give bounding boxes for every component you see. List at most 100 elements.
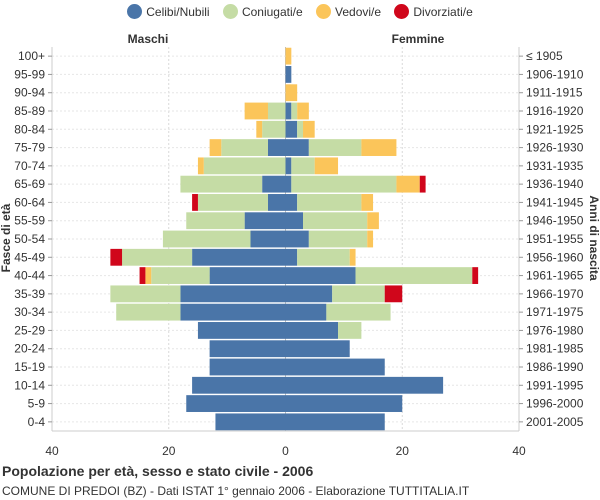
female-bar-coniugati [297,248,350,266]
female-bar-celibi [285,267,356,284]
female-bar-vedovi [349,248,356,266]
age-class-label: 90-94 [14,86,45,100]
female-bar-celibi [285,248,298,266]
legend-label-celibi: Celibi/Nubili [146,4,210,19]
male-bar-vedovi [244,102,268,120]
female-bar-celibi [285,285,333,303]
male-bar-coniugati [267,102,286,120]
female-bar-celibi [285,340,350,358]
right-header: Femmine [392,32,445,46]
birth-years-label: 1906-1910 [526,67,584,81]
female-bar-coniugati [355,267,473,284]
male-bar-coniugati [197,194,268,211]
legend-swatch-vedovi [316,4,331,19]
female-bar-coniugati [291,175,397,193]
birth-years-label: 1926-1930 [526,141,584,155]
legend-swatch-divorziati [394,4,410,19]
male-bar-coniugati [186,212,245,230]
age-class-label: 30-34 [14,305,45,319]
birth-years-label: 1931-1935 [526,159,584,173]
age-class-label: 20-24 [14,342,45,356]
legend-item-divorziati[interactable]: Divorziati/e [394,4,473,19]
female-bar-celibi [285,413,385,431]
age-class-label: 80-84 [14,122,45,136]
birth-years-label: 1961-1965 [526,269,584,283]
x-tick-label: 20 [396,444,410,458]
left-header: Maschi [128,32,169,46]
female-bar-celibi [285,230,309,248]
female-bar-coniugati [297,120,304,138]
male-bar-celibi [192,376,286,394]
male-bar-coniugati [110,285,181,303]
axes: 40 20 0 20 40 100+ ≤ 1905 95-99 1906-1910 90-94 19… [14,47,584,458]
female-bar-celibi [285,212,304,230]
legend-label-vedovi: Vedovi/e [335,4,382,19]
female-bar-divorziati [472,267,479,284]
male-bar-celibi [186,395,286,412]
male-bar-vedovi [209,139,222,156]
male-bar-coniugati [262,120,286,138]
birth-years-label: 1916-1920 [526,104,584,118]
male-bar-celibi [250,230,286,248]
female-bar-vedovi [285,47,292,65]
age-class-label: 25-29 [14,323,45,337]
female-bar-celibi [285,303,327,321]
legend-swatch-celibi [127,4,143,19]
male-bar-celibi [209,340,286,358]
age-class-label: 70-74 [14,159,45,173]
female-bar-vedovi [361,139,397,156]
male-bar-vedovi [256,120,263,138]
age-class-label: 50-54 [14,232,45,246]
male-bar-celibi [192,248,286,266]
female-bar-celibi [285,66,292,83]
female-bar-celibi [285,120,298,138]
chart-subtitle: COMUNE DI PREDOI (BZ) - Dati ISTAT 1° ge… [2,484,470,498]
female-bar-divorziati [384,285,403,303]
male-bar-coniugati [203,157,286,175]
birth-years-label: 1996-2000 [526,397,584,411]
male-bar-celibi [209,267,286,284]
male-bar-celibi [180,285,286,303]
legend-item-vedovi[interactable]: Vedovi/e [316,4,381,19]
age-class-label: 0-4 [28,415,46,429]
birth-years-label: 1946-1950 [526,214,584,228]
male-bar-divorziati [110,248,123,266]
age-class-label: 40-44 [14,269,45,283]
birth-years-label: 1991-1995 [526,378,584,392]
male-bar-vedovi [197,157,204,175]
birth-years-label: 1956-1960 [526,250,584,264]
male-bar-celibi [209,358,286,376]
male-bar-coniugati [221,139,268,156]
female-bar-coniugati [303,212,368,230]
birth-years-label: 1981-1985 [526,342,584,356]
birth-years-label: 1976-1980 [526,323,584,337]
male-bar-coniugati [151,267,210,284]
birth-years-label: 2001-2005 [526,415,584,429]
female-bar-vedovi [285,84,298,102]
female-bar-vedovi [297,102,309,120]
birth-years-label: 1911-1915 [526,86,583,100]
x-tick-label: 20 [162,444,176,458]
birth-years-label: ≤ 1905 [526,49,563,63]
birth-years-label: 1966-1970 [526,287,584,301]
legend: Celibi/Nubili Coniugati/e Vedovi/e Divor… [0,4,600,22]
x-tick-label: 40 [45,444,59,458]
legend-item-celibi[interactable]: Celibi/Nubili [127,4,210,19]
female-bar-coniugati [338,322,362,339]
chart-title: Popolazione per età, sesso e stato civil… [2,463,314,479]
female-bar-coniugati [308,230,368,248]
birth-years-label: 1936-1940 [526,177,584,191]
age-class-label: 10-14 [14,378,45,392]
age-class-label: 55-59 [14,214,45,228]
birth-years-label: 1951-1955 [526,232,584,246]
legend-item-coniugati[interactable]: Coniugati/e [222,4,303,19]
female-bar-vedovi [303,120,315,138]
female-bar-coniugati [332,285,385,303]
male-bar-celibi [180,303,286,321]
y-axis-label-left: Fasce di età [0,203,13,272]
female-bar-vedovi [367,230,374,248]
x-tick-label: 40 [512,444,526,458]
female-bar-celibi [285,139,309,156]
